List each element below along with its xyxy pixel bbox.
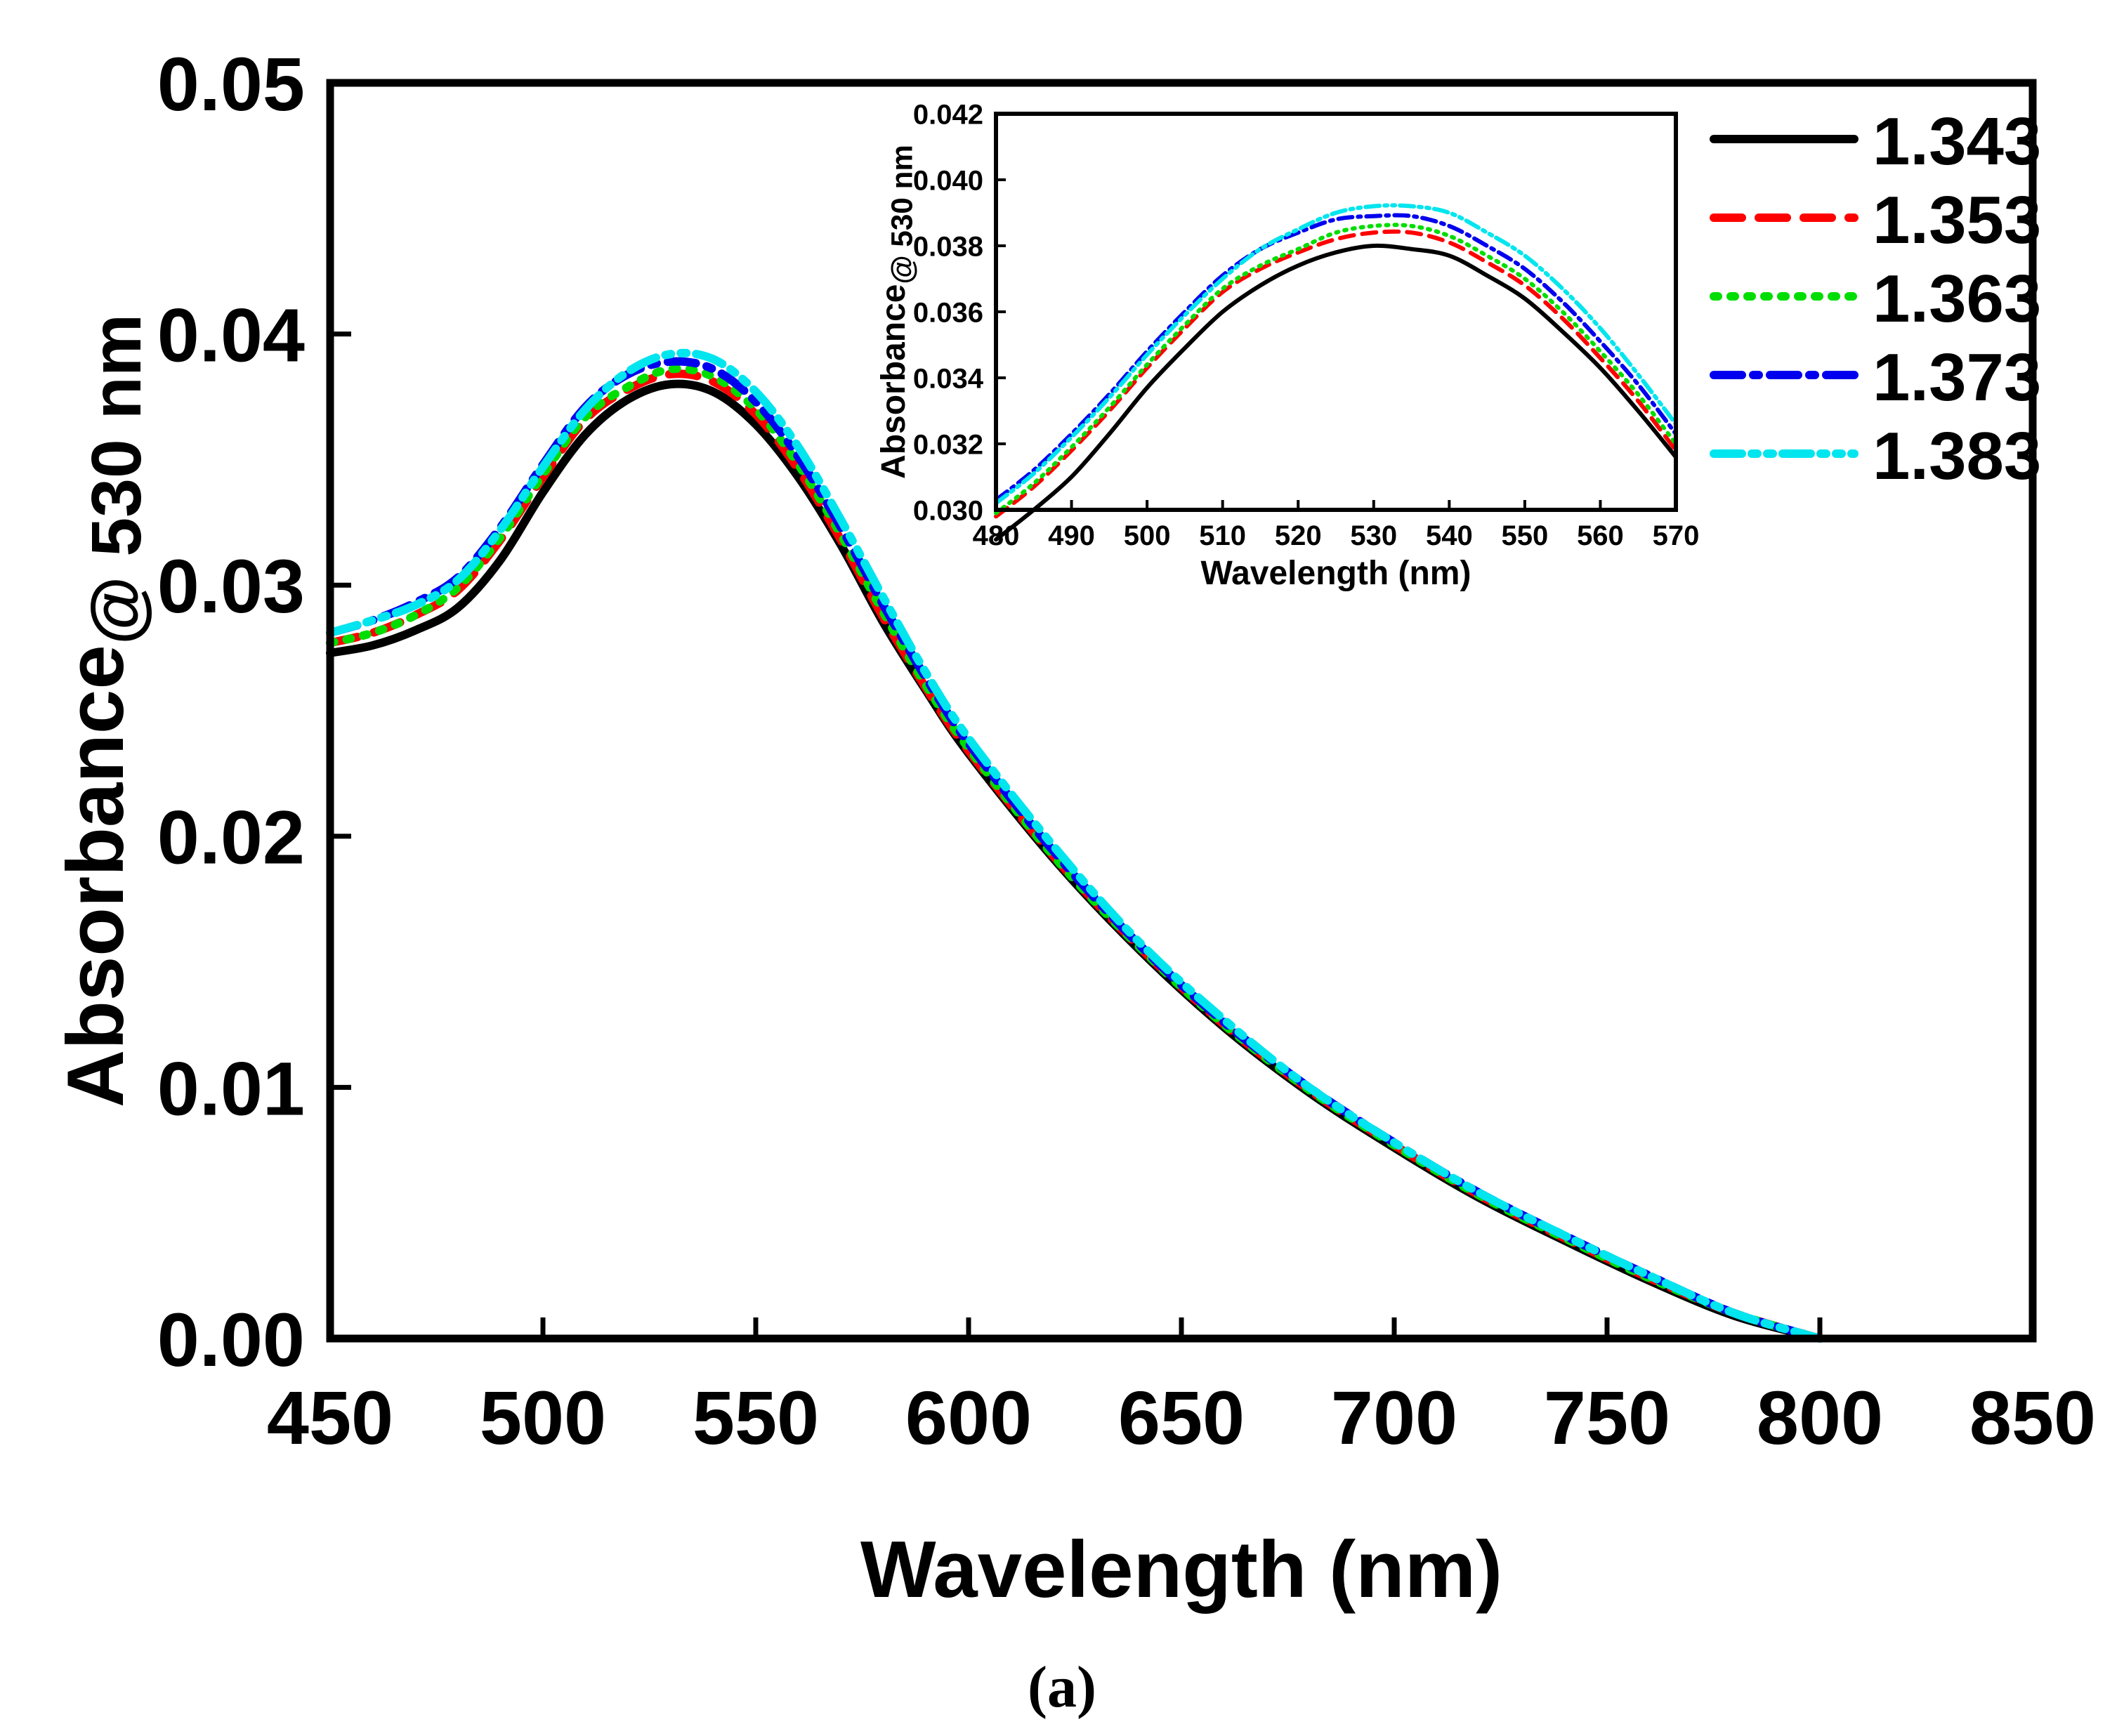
x-tick-label: 480 — [973, 520, 1020, 551]
y-tick-label: 0.03 — [157, 544, 305, 629]
legend-item-1-363: 1.363 — [1710, 261, 2041, 336]
series-group — [994, 203, 1678, 542]
x-tick-label: 560 — [1577, 520, 1624, 551]
x-tick-label: 750 — [1544, 1375, 1670, 1460]
inset-plot: 480 490 500 510 520 530 540 550 560 570 0.030 0.032… — [875, 99, 1699, 592]
legend-label: 1.363 — [1873, 261, 2041, 336]
x-tick-label: 800 — [1757, 1375, 1883, 1460]
y-axis-title: Absorbance@ 530 nm — [875, 145, 919, 479]
x-tick-label: 500 — [480, 1375, 606, 1460]
series-line-1-383 — [994, 203, 1678, 506]
x-tick-label: 530 — [1350, 520, 1397, 551]
main-plot: 450 500 550 600 650 700 750 800 850 0.00 0.01 0.02 0… — [51, 41, 2096, 1615]
y-axis-title-main: Absorbance — [875, 284, 912, 479]
y-tick-label: 0.032 — [913, 429, 983, 460]
x-tick-label: 570 — [1653, 520, 1700, 551]
x-axis-title: Wavelength (nm) — [860, 1525, 1502, 1615]
legend-item-1-353: 1.353 — [1710, 183, 2041, 258]
legend-label: 1.373 — [1873, 340, 2041, 415]
x-tick-label: 600 — [905, 1375, 1032, 1460]
x-tick-label: 490 — [1048, 520, 1095, 551]
legend-item-1-373: 1.373 — [1710, 340, 2041, 415]
y-tick-label: 0.00 — [157, 1297, 305, 1382]
legend-label: 1.353 — [1873, 183, 2041, 258]
series-line-1-363 — [994, 223, 1678, 515]
y-tick-label: 0.038 — [913, 231, 983, 262]
y-tick-label: 0.04 — [157, 292, 305, 377]
y-tick-label: 0.036 — [913, 297, 983, 328]
x-tick-label: 540 — [1426, 520, 1473, 551]
x-tick-label: 510 — [1199, 520, 1246, 551]
x-axis-title: Wavelength (nm) — [1201, 555, 1471, 592]
y-tick-label: 0.05 — [157, 41, 305, 126]
x-tick-label: 520 — [1275, 520, 1322, 551]
series-line-1-383 — [326, 348, 1824, 1343]
x-tick-label: 450 — [267, 1375, 393, 1460]
series-line-1-343 — [994, 243, 1678, 542]
legend-label: 1.343 — [1873, 104, 2041, 179]
series-group — [326, 348, 1824, 1343]
series-line-1-373 — [994, 213, 1678, 502]
legend-item-1-343: 1.343 — [1710, 104, 2041, 179]
y-axis-title: Absorbance@ 530 nm — [51, 314, 156, 1107]
x-tick-label: 550 — [693, 1375, 819, 1460]
legend-label: 1.383 — [1873, 419, 2041, 494]
y-tick-label: 0.01 — [157, 1046, 305, 1131]
y-axis-title-sub: @ 530 nm — [77, 314, 156, 645]
x-tick-label: 850 — [1969, 1375, 2096, 1460]
figure-caption: (a) — [1028, 1655, 1096, 1720]
y-tick-label: 0.042 — [913, 99, 983, 130]
y-axis-title-main: Absorbance — [51, 645, 140, 1107]
y-tick-label: 0.02 — [157, 795, 305, 880]
legend-item-1-383: 1.383 — [1710, 419, 2041, 494]
y-tick-label: 0.030 — [913, 495, 983, 526]
y-tick-label: 0.040 — [913, 165, 983, 196]
y-axis-title-sub: @ 530 nm — [886, 145, 919, 284]
series-line-1-353 — [994, 229, 1678, 519]
x-tick-label: 700 — [1331, 1375, 1457, 1460]
x-tick-label: 650 — [1118, 1375, 1245, 1460]
x-tick-label: 500 — [1124, 520, 1171, 551]
x-tick-label: 550 — [1502, 520, 1549, 551]
y-tick-label: 0.034 — [913, 363, 984, 394]
